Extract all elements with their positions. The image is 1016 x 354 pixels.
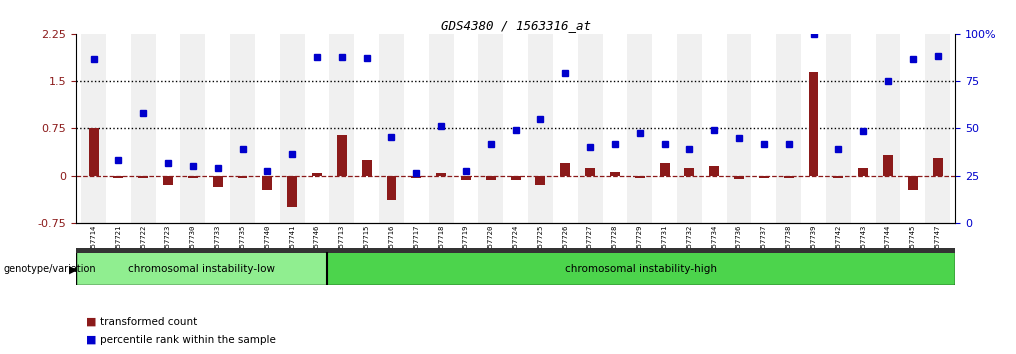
- Bar: [933, 158, 943, 176]
- Bar: [726, 34, 752, 223]
- Bar: [503, 34, 528, 223]
- Bar: [212, 176, 223, 187]
- Bar: [362, 160, 372, 176]
- Text: percentile rank within the sample: percentile rank within the sample: [100, 335, 275, 345]
- Bar: [610, 172, 620, 176]
- Bar: [76, 253, 327, 285]
- Bar: [685, 168, 694, 176]
- Bar: [404, 34, 429, 223]
- Bar: [131, 34, 155, 223]
- Text: ■: ■: [86, 317, 97, 327]
- Bar: [114, 176, 123, 178]
- Bar: [585, 168, 595, 176]
- Bar: [255, 34, 279, 223]
- Bar: [327, 253, 955, 285]
- Bar: [578, 34, 602, 223]
- Bar: [81, 34, 106, 223]
- Bar: [429, 34, 453, 223]
- Bar: [76, 248, 955, 253]
- Bar: [876, 34, 900, 223]
- Bar: [900, 34, 926, 223]
- Bar: [329, 34, 355, 223]
- Bar: [883, 155, 893, 176]
- Bar: [379, 34, 404, 223]
- Bar: [238, 176, 248, 178]
- Bar: [809, 72, 819, 176]
- Bar: [461, 176, 471, 180]
- Bar: [528, 34, 553, 223]
- Bar: [677, 34, 702, 223]
- Bar: [783, 176, 793, 178]
- Bar: [181, 34, 205, 223]
- Text: chromosomal instability-high: chromosomal instability-high: [565, 264, 717, 274]
- Bar: [735, 176, 744, 179]
- Bar: [312, 173, 322, 176]
- Bar: [759, 176, 769, 178]
- Bar: [411, 176, 422, 178]
- Bar: [230, 34, 255, 223]
- Bar: [635, 176, 645, 178]
- Bar: [88, 129, 99, 176]
- Bar: [602, 34, 627, 223]
- Bar: [859, 168, 868, 176]
- Bar: [355, 34, 379, 223]
- Bar: [752, 34, 776, 223]
- Bar: [138, 176, 148, 178]
- Bar: [908, 176, 917, 189]
- Bar: [155, 34, 181, 223]
- Bar: [453, 34, 479, 223]
- Bar: [436, 173, 446, 176]
- Bar: [106, 34, 131, 223]
- Bar: [850, 34, 876, 223]
- Bar: [826, 34, 850, 223]
- Bar: [511, 176, 520, 180]
- Text: transformed count: transformed count: [100, 317, 197, 327]
- Text: ■: ■: [86, 335, 97, 345]
- Title: GDS4380 / 1563316_at: GDS4380 / 1563316_at: [441, 19, 590, 33]
- Bar: [833, 176, 843, 178]
- Bar: [926, 34, 950, 223]
- Bar: [262, 176, 272, 189]
- Text: genotype/variation: genotype/variation: [3, 264, 96, 274]
- Bar: [776, 34, 802, 223]
- Bar: [188, 176, 198, 178]
- Bar: [535, 176, 546, 184]
- Bar: [486, 176, 496, 180]
- Bar: [279, 34, 305, 223]
- Bar: [652, 34, 677, 223]
- Bar: [386, 176, 396, 200]
- Bar: [288, 176, 297, 207]
- Bar: [479, 34, 503, 223]
- Bar: [337, 135, 346, 176]
- Bar: [164, 176, 173, 184]
- Bar: [553, 34, 578, 223]
- Bar: [205, 34, 230, 223]
- Bar: [659, 163, 670, 176]
- Text: ▶: ▶: [69, 264, 77, 274]
- Bar: [709, 166, 719, 176]
- Bar: [702, 34, 726, 223]
- Text: chromosomal instability-low: chromosomal instability-low: [128, 264, 275, 274]
- Bar: [627, 34, 652, 223]
- Bar: [802, 34, 826, 223]
- Bar: [560, 163, 570, 176]
- Bar: [305, 34, 329, 223]
